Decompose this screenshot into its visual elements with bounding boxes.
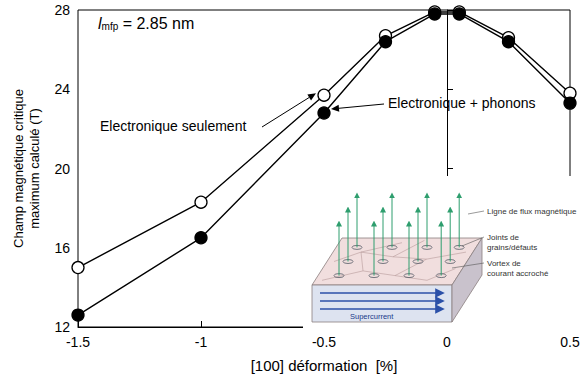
- svg-text:0.5: 0.5: [560, 334, 580, 350]
- svg-text:l: l: [98, 14, 102, 32]
- svg-text:mfp: mfp: [102, 21, 119, 32]
- svg-text:Electronique + phonons: Electronique + phonons: [388, 95, 536, 111]
- svg-text:24: 24: [54, 81, 70, 97]
- svg-text:12: 12: [54, 319, 70, 335]
- svg-text:-1: -1: [195, 334, 208, 350]
- svg-text:16: 16: [54, 240, 70, 256]
- svg-text:-0.5: -0.5: [312, 334, 336, 350]
- svg-text:Joints degrains/défauts: Joints degrains/défauts: [487, 233, 537, 252]
- svg-text:Vortex decourant accroché: Vortex decourant accroché: [487, 259, 549, 278]
- svg-text:-1.5: -1.5: [66, 334, 90, 350]
- svg-text:0: 0: [443, 334, 451, 350]
- svg-text:= 2.85 nm: = 2.85 nm: [118, 15, 194, 32]
- svg-text:Electronique seulement: Electronique seulement: [100, 118, 246, 134]
- svg-text:maximum calculé (T): maximum calculé (T): [27, 108, 42, 229]
- svg-text:28: 28: [54, 2, 70, 18]
- svg-text:Ligne de flux magnétique: Ligne de flux magnétique: [487, 207, 577, 216]
- svg-text:Supercurrent: Supercurrent: [350, 312, 394, 321]
- svg-text:20: 20: [54, 161, 70, 177]
- svg-text:[100] déformation [%]: [100] déformation [%]: [251, 357, 398, 374]
- svg-text:Champ magnétique critique: Champ magnétique critique: [11, 89, 26, 248]
